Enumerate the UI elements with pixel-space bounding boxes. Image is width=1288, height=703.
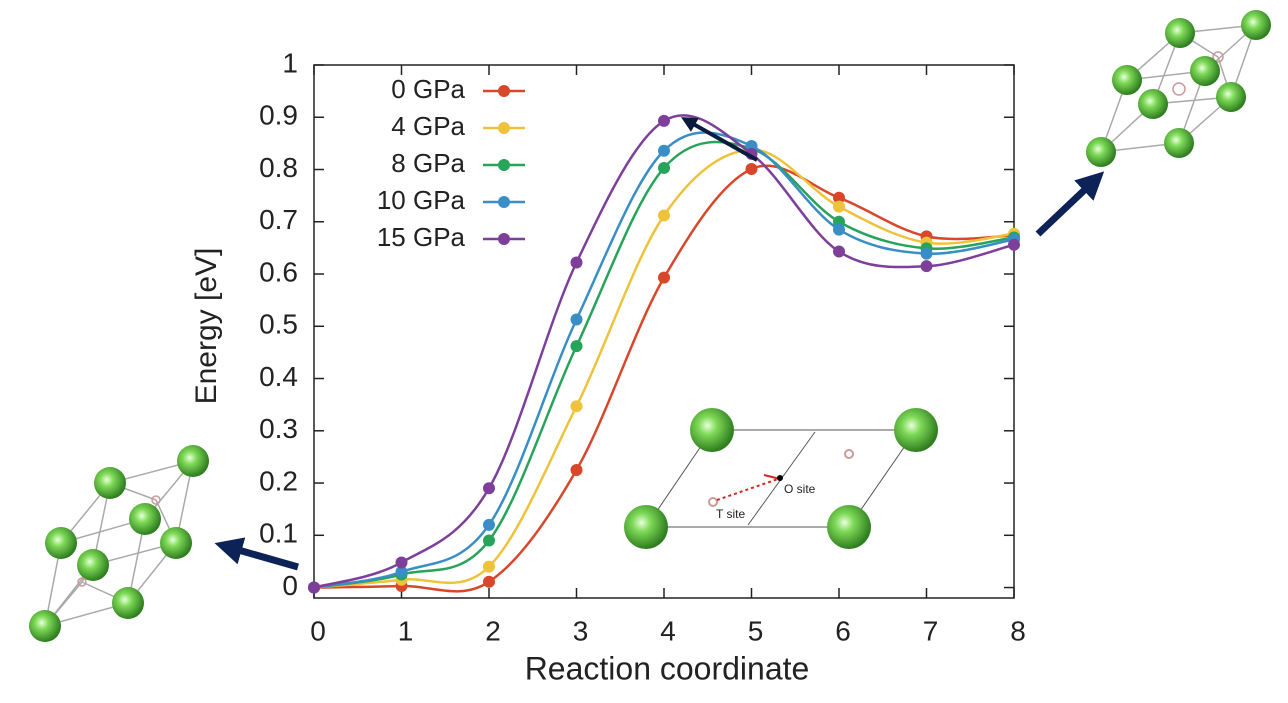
legend-label: 4 GPa — [391, 111, 465, 141]
series-line — [313, 131, 1015, 589]
data-point — [570, 400, 583, 413]
series-line — [313, 114, 1015, 589]
y-tick-label: 0.4 — [259, 361, 298, 392]
legend-swatch — [498, 122, 510, 134]
x-tick-label: 0 — [310, 615, 326, 646]
data-point — [483, 560, 495, 573]
series-line — [313, 148, 1015, 589]
legend-swatch — [498, 85, 510, 97]
legend-label: 15 GPa — [377, 222, 466, 252]
data-point — [745, 162, 758, 175]
legend-label: 0 GPa — [391, 74, 465, 104]
data-point — [658, 114, 670, 127]
arrow — [681, 117, 758, 162]
x-tick-label: 4 — [660, 615, 676, 646]
y-tick-label: 1 — [282, 47, 298, 78]
data-point — [395, 565, 408, 578]
legend-swatch — [498, 159, 510, 171]
x-tick-label: 1 — [398, 615, 414, 646]
arrow — [1035, 171, 1105, 237]
data-point — [833, 200, 845, 213]
data-point — [308, 581, 320, 594]
x-tick-label: 6 — [835, 615, 851, 646]
data-point — [483, 575, 495, 588]
y-tick-label: 0.5 — [259, 309, 298, 340]
data-point — [920, 260, 933, 273]
plot-area: 0 0.1 0.2 0.3 0.4 0.5 0.6 0.7 0.8 0.9 1 0 1 2 3 4 5 6 7 8 0 … — [259, 47, 1026, 646]
x-tick-label: 2 — [485, 615, 501, 646]
data-point — [483, 518, 495, 531]
series-line — [313, 140, 1015, 589]
data-point — [833, 223, 845, 236]
data-point — [658, 144, 670, 157]
data-point — [833, 191, 845, 204]
data-point — [570, 463, 583, 476]
x-tick-label: 3 — [573, 615, 589, 646]
series-line — [313, 164, 1015, 593]
x-tick-label: 8 — [1010, 615, 1026, 646]
x-axis-label: Reaction coordinate — [525, 650, 810, 686]
data-point — [483, 534, 495, 547]
data-point — [920, 247, 933, 260]
data-point — [658, 209, 670, 222]
data-point — [833, 245, 845, 258]
data-point — [483, 482, 495, 495]
data-point — [570, 340, 583, 353]
data-point — [570, 256, 583, 269]
x-tick-label: 7 — [923, 615, 939, 646]
data-point — [658, 271, 670, 284]
inset: O site T site — [624, 408, 938, 549]
y-axis-label: Energy [eV] — [190, 248, 223, 405]
y-tick-label: 0.6 — [259, 256, 298, 287]
data-point — [1008, 238, 1020, 251]
legend-swatch — [498, 233, 510, 245]
crystal-left — [29, 445, 209, 642]
crystal-right — [1086, 10, 1271, 167]
y-tick-label: 0.7 — [259, 204, 298, 235]
legend-label: 8 GPa — [391, 148, 465, 178]
y-tick-label: 0.9 — [259, 100, 298, 131]
y-tick-label: 0 — [282, 570, 298, 601]
arrow — [214, 537, 299, 571]
legend-label: 10 GPa — [377, 185, 466, 215]
y-tick-label: 0.8 — [259, 152, 298, 183]
data-point — [395, 556, 408, 569]
data-point — [570, 313, 583, 326]
legend-swatch — [498, 196, 510, 208]
data-point — [658, 161, 670, 174]
annotation: T site — [716, 507, 745, 521]
y-tick-label: 0.3 — [259, 413, 298, 444]
x-tick-label: 5 — [748, 615, 764, 646]
annotation: O site — [784, 482, 816, 496]
y-tick-label: 0.2 — [259, 465, 298, 496]
y-tick-label: 0.1 — [259, 518, 298, 549]
